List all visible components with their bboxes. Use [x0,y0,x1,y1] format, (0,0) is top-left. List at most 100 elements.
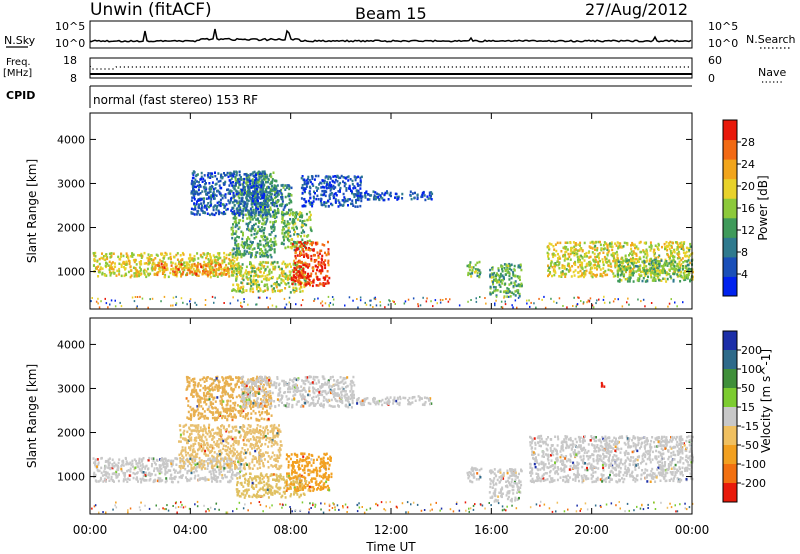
power-cell [264,190,267,193]
power-cell [499,285,502,288]
power-cell [577,258,579,262]
power-cell [235,277,238,280]
velocity-cell [280,464,283,468]
velocity-cell [198,477,201,480]
power-cell [104,297,106,300]
power-cell [136,305,138,308]
power-cell [683,241,686,244]
power-cell [607,268,610,272]
power-cell [223,210,225,214]
power-cell [503,295,506,298]
power-cell [672,280,675,283]
power-cell [97,302,99,305]
power-cell [343,201,346,204]
power-cell [581,263,583,267]
power-cell [578,260,581,264]
power-cell [303,198,306,201]
velocity-cell [149,474,152,478]
power-cell [250,253,253,257]
velocity-cell [159,477,162,480]
velocity-cell [156,479,159,483]
power-cell [297,233,300,236]
power-cell [650,262,653,265]
power-cell [281,216,284,219]
power-cell [506,290,509,293]
power-cell [300,176,303,180]
power-cell [132,258,135,262]
power-cell [680,258,683,262]
power-cell [242,183,245,187]
velocity-cell [223,467,226,470]
power-cell [249,261,251,264]
power-cell [230,233,233,236]
power-cell [611,248,614,252]
power-cell [332,298,335,301]
power-cell [196,265,199,268]
power-cell [312,269,315,273]
power-cell [337,190,340,193]
power-cell [103,258,106,261]
power-cell [162,267,165,271]
power-cell [612,259,615,263]
power-cell [630,262,633,265]
power-cell [208,253,211,256]
power-cell [467,300,469,303]
velocity-cell [134,472,137,476]
power-cell [152,258,155,262]
power-cell [260,203,263,207]
power-cell [206,274,209,278]
power-cell [479,296,481,298]
power-cell [619,261,622,264]
power-cell [265,197,268,201]
power-cell [357,192,360,195]
velocity-cell [186,471,189,475]
velocity-cell [132,476,135,480]
power-cell [311,248,314,251]
power-cell [298,276,301,280]
power-colorbar-swatch [723,178,737,199]
power-cell [300,260,303,264]
power-cell [230,197,232,200]
power-cell [375,195,378,199]
power-cell [643,241,646,245]
power-cell [240,286,243,289]
power-cell [151,263,154,266]
power-cell [252,290,255,294]
power-cell [247,244,250,248]
power-cell [237,252,240,255]
velocity-cell [170,477,173,481]
velocity-cell [104,460,107,463]
power-cell [351,191,353,195]
power-cell [474,268,477,271]
power-cell [270,227,273,230]
velocity-cell [147,467,150,470]
power-cell [354,205,357,208]
velocity-cell [97,480,100,483]
velocity-cell [128,462,131,466]
power-cell [229,201,232,204]
power-cell [283,212,286,216]
power-cell [227,267,230,270]
power-cell [139,295,141,298]
power-cell [679,245,682,248]
power-cell [236,256,239,259]
power-cell [291,244,294,248]
power-cell [144,273,147,276]
power-cell [587,251,590,254]
power-cell [577,243,580,246]
power-cell [260,176,263,179]
power-cell [653,248,656,252]
power-cell [656,259,659,263]
power-cell [222,273,225,276]
power-cell [269,277,272,280]
power-cell [213,205,216,208]
power-cell [175,274,178,278]
power-cell [685,250,688,254]
power-cell [269,208,272,211]
power-cell [234,266,237,270]
power-cell [329,175,332,179]
power-cell [583,274,586,277]
power-cell [264,213,267,217]
power-cell [247,273,250,276]
power-cell [592,306,595,309]
